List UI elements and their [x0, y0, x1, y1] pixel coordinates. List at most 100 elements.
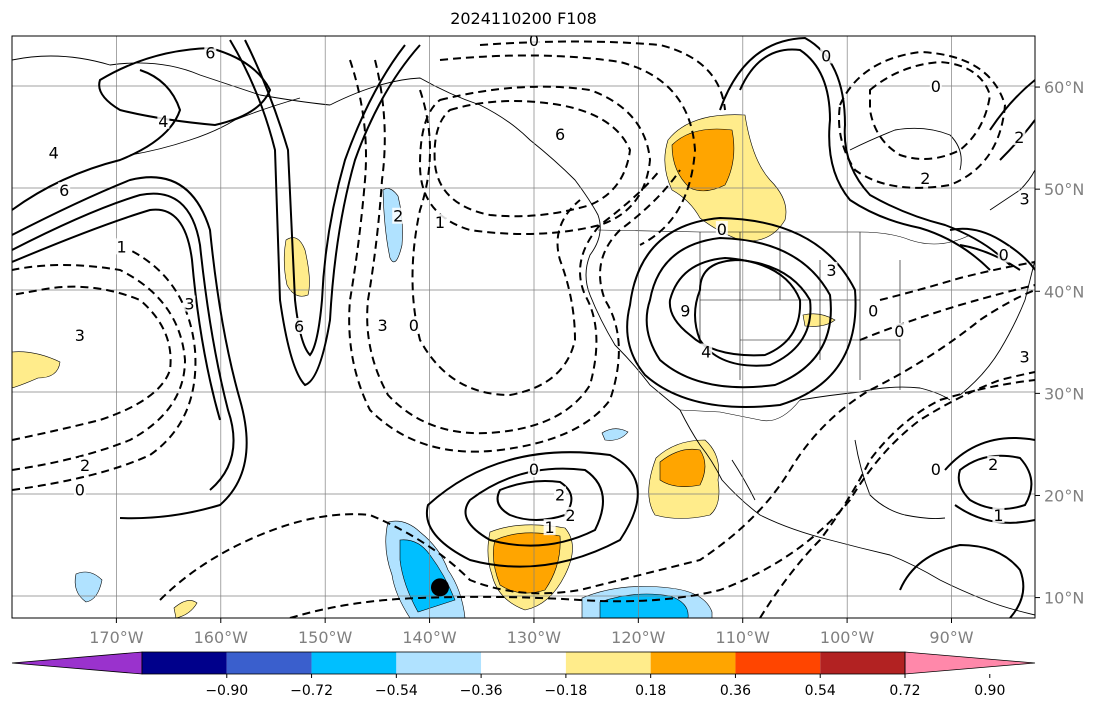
- negative-anomaly-region: [382, 188, 403, 263]
- contour-line: [12, 208, 221, 421]
- contour-line: [425, 451, 639, 568]
- contour-label: 0: [868, 302, 878, 321]
- contour-label: 0: [409, 316, 419, 335]
- colorbar-tick-label: −0.18: [544, 683, 587, 699]
- colorbar-tick-label: −0.90: [205, 683, 248, 699]
- contour-label-bg: [554, 486, 567, 503]
- contour-label-bg: [157, 112, 170, 129]
- contour-line: [759, 379, 1035, 618]
- contour-label-bg: [1018, 348, 1031, 365]
- lon-tick-label: 120°W: [611, 628, 666, 647]
- contour-label-bg: [204, 44, 217, 61]
- contour-label: 0: [894, 322, 904, 341]
- negative-contours: [12, 40, 1035, 618]
- negative-anomaly-region: [601, 428, 629, 441]
- colorbar-bin: [820, 652, 905, 674]
- markers: [430, 578, 449, 597]
- contour-line: [739, 48, 991, 271]
- positive-anomaly-core: [671, 128, 735, 192]
- contour-label-bg: [543, 519, 556, 536]
- contour-line: [439, 54, 697, 246]
- contour-label: 0: [529, 31, 539, 50]
- contour-label: 2: [988, 455, 998, 474]
- contour-label: 2: [565, 506, 575, 525]
- contour-label: 4: [701, 343, 711, 362]
- contour-label: 4: [158, 112, 168, 131]
- contour-line: [12, 69, 182, 211]
- lon-tick-label: 150°W: [298, 628, 353, 647]
- contour-label-bg: [1013, 129, 1026, 146]
- contour-label-bg: [893, 323, 906, 340]
- contour-label-bg: [47, 144, 60, 161]
- contour-label: 0: [717, 220, 727, 239]
- lat-tick-label: 20°N: [1044, 486, 1084, 505]
- contour-line: [159, 289, 1035, 601]
- contour-label-bg: [58, 182, 71, 199]
- contour-label-bg: [554, 126, 567, 143]
- contour-label-bg: [564, 506, 577, 523]
- lat-tick-label: 60°N: [1044, 78, 1084, 97]
- contour-label-bg: [987, 455, 1000, 472]
- colorbar-extend-high: [904, 651, 1036, 675]
- colorbar-tick-label: 0.36: [720, 683, 751, 699]
- contour-label: 0: [821, 46, 831, 65]
- contour-label-bg: [407, 316, 420, 333]
- contour-label: 1: [117, 237, 127, 256]
- colorbar-tick-label: 0.18: [635, 683, 666, 699]
- contour-label: 2: [555, 485, 565, 504]
- contour-label-bg: [679, 302, 692, 319]
- contour-label-bg: [992, 506, 1005, 523]
- gridlines: [12, 36, 1035, 618]
- contour-line: [626, 216, 857, 408]
- contour-label: 9: [680, 302, 690, 321]
- colorbar-tick-label: 0.54: [805, 683, 836, 699]
- positive-contours: [12, 36, 1035, 618]
- contour-label-bg: [527, 36, 540, 49]
- contour-label-bg: [183, 295, 196, 312]
- contour-label-bg: [929, 460, 942, 477]
- negative-anomaly-region: [74, 571, 103, 603]
- coastlines: [12, 55, 1035, 616]
- positive-anomaly-region: [283, 237, 310, 297]
- colorbar-tick-label: −0.54: [375, 683, 418, 699]
- contour-label: 1: [993, 506, 1003, 525]
- lon-tick-label: 160°W: [194, 628, 249, 647]
- contour-line: [859, 284, 1035, 341]
- contour-label: 3: [75, 326, 85, 345]
- contour-label: 2: [393, 207, 403, 226]
- contour-line: [869, 60, 992, 160]
- positive-anomaly-region: [173, 600, 198, 618]
- contour-line: [719, 36, 1011, 266]
- latitude-ticks: 60°N 50°N 40°N 30°N 20°N 10°N: [1035, 78, 1084, 608]
- contour-label-bg: [73, 327, 86, 344]
- contour-label: 2: [1014, 128, 1024, 147]
- contour-label-bg: [825, 261, 838, 278]
- contour-label: 0: [931, 77, 941, 96]
- colorbar-bin: [396, 652, 482, 674]
- contour-label-bg: [715, 221, 728, 237]
- lon-tick-label: 130°W: [507, 628, 562, 647]
- contour-label: 3: [377, 316, 387, 335]
- colorbar-tick-label: −0.72: [290, 683, 333, 699]
- contour-label: 0: [931, 460, 941, 479]
- contour-label-bg: [73, 481, 86, 498]
- contour-label: 1: [545, 518, 555, 537]
- contour-label: 3: [1019, 348, 1029, 367]
- contour-line: [12, 192, 235, 491]
- contour-label: 2: [80, 456, 90, 475]
- positive-anomaly-region: [12, 351, 61, 389]
- contour-label-bg: [392, 207, 405, 224]
- gulf-coastline: [799, 386, 951, 520]
- colorbar-bin: [142, 652, 227, 674]
- lat-tick-label: 40°N: [1044, 282, 1084, 301]
- lat-tick-label: 30°N: [1044, 384, 1084, 403]
- contour-line: [12, 285, 172, 441]
- colorbar-bin: [226, 652, 312, 674]
- contour-label: 6: [205, 43, 215, 62]
- lon-tick-label: 90°W: [929, 628, 973, 647]
- alaska-coastline: [12, 55, 331, 156]
- plot-title: 2024110200 F108: [450, 9, 597, 28]
- contour-label: 0: [75, 480, 85, 499]
